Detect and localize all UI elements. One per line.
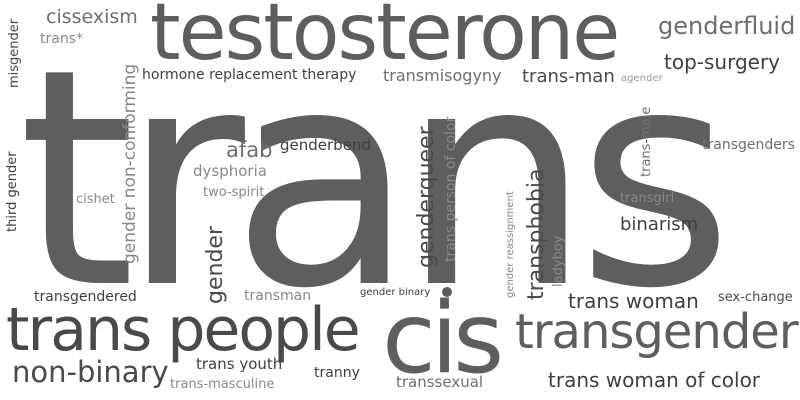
word-top-surgery: top-surgery (664, 50, 781, 74)
word-third-gender: third gender (5, 151, 20, 232)
word-testosterone: testosterone (150, 0, 620, 78)
dot-mark (442, 287, 452, 297)
word-hormone-replacement-therapy: hormone replacement therapy (142, 67, 357, 83)
word-cissexism: cissexism (46, 6, 138, 28)
word-tranny: tranny (314, 365, 360, 381)
word-trans-man: trans-man (522, 66, 615, 87)
word-cis: cis (382, 282, 504, 396)
word-trans-people: trans people (6, 295, 361, 365)
word-trans: trans (18, 5, 733, 354)
word-gender-reassignment: gender reassignment (505, 191, 516, 298)
word-transgendered: transgendered (34, 289, 137, 305)
word-misgender: misgender (7, 18, 22, 88)
word-transgirl: transgirl (620, 191, 675, 206)
word-cishet: cishet (76, 192, 115, 207)
word-trans-woman: trans woman (568, 289, 699, 313)
word-trans-woman-of-color: trans woman of color (548, 368, 761, 392)
word-genderqueer: genderqueer (414, 126, 439, 268)
word-transphobia: transphobia (524, 168, 549, 300)
word-transsexual: transsexual (396, 373, 484, 391)
word-binarism: binarism (620, 214, 699, 235)
word-genderfluid: genderfluid (658, 12, 796, 40)
word-trans-youth: trans youth (196, 355, 283, 373)
word-trans-male: trans-male (639, 106, 654, 177)
word-dysphoria: dysphoria (193, 162, 267, 180)
word-trans-asterisk: trans* (40, 31, 83, 47)
word-two-spirit: two-spirit (203, 185, 265, 200)
word-trans-person-of-color: trans person of color (443, 116, 459, 262)
word-transman: transman (244, 288, 312, 304)
word-transgender: transgender (515, 304, 799, 360)
word-sex-change: sex-change (718, 290, 793, 305)
word-afab: afab (226, 138, 273, 162)
word-gender-binary: gender binary (360, 287, 431, 298)
word-genderbend: genderbend (280, 136, 371, 154)
word-ladyboy: ladyboy (551, 235, 566, 287)
word-gender: gender (203, 226, 228, 304)
word-transgenders: transgenders (702, 137, 795, 153)
word-non-binary: non-binary (12, 355, 169, 389)
word-gender-non-conforming: gender non-conforming (120, 63, 140, 264)
word-transmisogyny: transmisogyny (383, 66, 502, 85)
word-agender: agender (621, 73, 663, 84)
word-trans-masculine: trans-masculine (170, 377, 275, 392)
